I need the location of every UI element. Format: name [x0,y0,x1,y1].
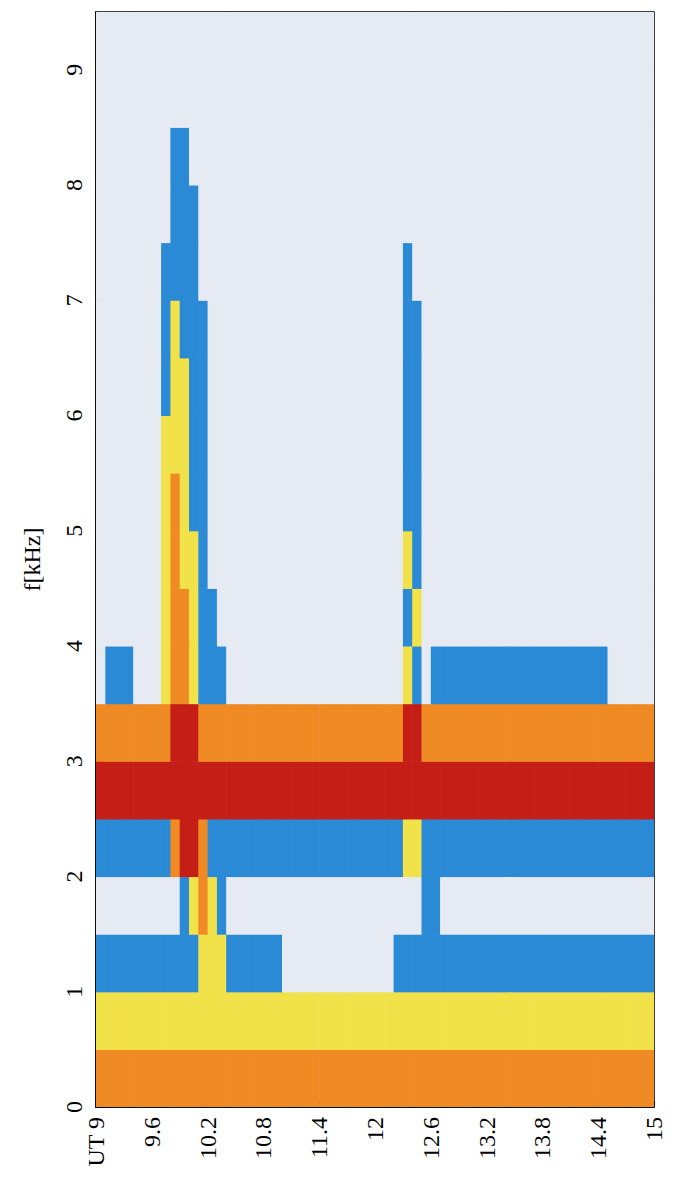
svg-text:8: 8 [61,179,87,191]
svg-text:12.6: 12.6 [418,1117,444,1159]
svg-text:9.6: 9.6 [139,1117,165,1147]
svg-text:4: 4 [61,640,87,652]
svg-text:f[kHz]: f[kHz] [19,528,45,592]
svg-text:14.4: 14.4 [585,1117,611,1159]
svg-text:10.2: 10.2 [195,1117,221,1159]
svg-text:12: 12 [362,1117,388,1141]
svg-text:3: 3 [61,755,87,767]
svg-text:1: 1 [61,986,87,998]
svg-text:2: 2 [61,870,87,882]
svg-text:UT 9: UT 9 [83,1117,109,1167]
svg-text:9: 9 [61,64,87,76]
svg-text:15: 15 [641,1117,667,1141]
svg-text:13.2: 13.2 [474,1117,500,1159]
svg-text:7: 7 [61,294,87,306]
svg-text:13.8: 13.8 [529,1117,555,1159]
svg-text:0: 0 [61,1101,87,1113]
svg-text:5: 5 [61,525,87,537]
svg-text:10.8: 10.8 [250,1117,276,1159]
svg-text:11.4: 11.4 [306,1117,332,1158]
svg-text:6: 6 [61,409,87,421]
